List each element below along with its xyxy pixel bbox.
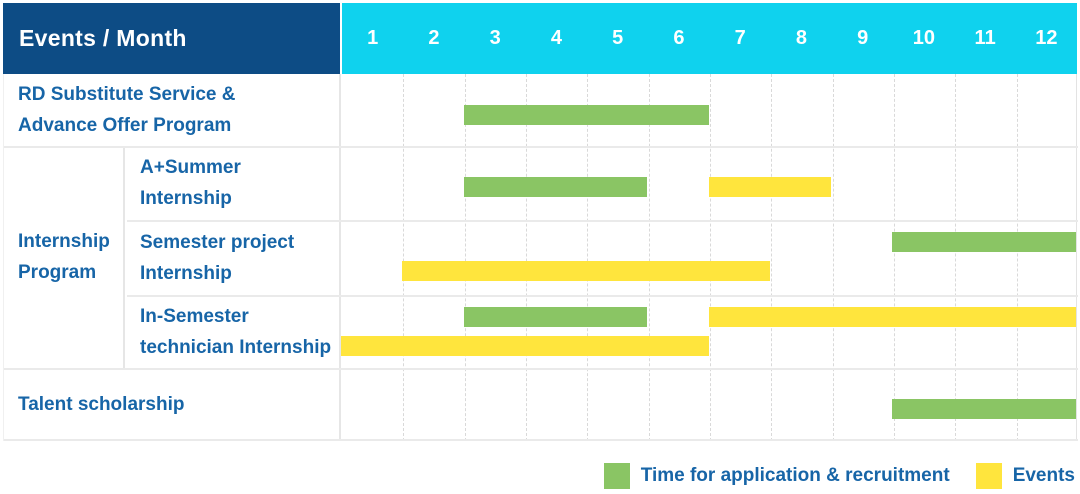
row-label-talent-scholarship: Talent scholarship [4, 368, 341, 441]
legend-label-application: Time for application & recruitment [640, 465, 950, 486]
table-bottom-border [4, 439, 1078, 441]
event-bar [708, 307, 1076, 327]
row-chart-in-semester-technician [341, 295, 1076, 368]
row-label-semester-project: Semester project Internship [127, 220, 341, 295]
row-divider [4, 368, 1078, 370]
yellow-swatch-icon [975, 463, 1002, 489]
month-header-5: 5 [612, 27, 624, 49]
legend-item-application: Time for application & recruitment [603, 463, 950, 489]
month-header-12: 12 [1035, 27, 1058, 49]
legend-label-events: Events [1012, 465, 1075, 486]
event-bar [402, 261, 770, 281]
application-bar [463, 307, 648, 327]
row-divider [127, 220, 1078, 222]
row-chart-a-plus-summer [341, 146, 1076, 220]
table-row: In-Semester technician Internship [4, 295, 1076, 368]
row-divider [127, 295, 1078, 297]
month-header-row: 1 2 3 4 5 6 7 8 9 10 11 12 [342, 3, 1077, 74]
table-row: A+Summer Internship [4, 146, 1076, 220]
table-row: RD Substitute Service & Advance Offer Pr… [4, 74, 1076, 146]
month-header-10: 10 [912, 27, 935, 49]
table-row: Talent scholarship [4, 368, 1076, 441]
table-body: RD Substitute Service & Advance Offer Pr… [3, 74, 1078, 441]
gantt-schedule-table: Events / Month 1 2 3 4 5 6 7 8 9 10 11 1… [3, 3, 1078, 441]
row-divider [4, 146, 1078, 148]
application-bar [463, 105, 709, 125]
legend: Time for application & recruitment Event… [603, 459, 1075, 493]
month-header-6: 6 [673, 27, 685, 49]
row-label-a-plus-summer: A+Summer Internship [127, 146, 341, 220]
month-header-1: 1 [367, 27, 379, 49]
legend-item-events: Events [975, 463, 1075, 489]
month-header-2: 2 [428, 27, 440, 49]
corner-header-label: Events / Month [19, 25, 187, 51]
application-bar [463, 177, 648, 197]
application-bar [892, 399, 1076, 419]
month-header-7: 7 [734, 27, 746, 49]
month-header-4: 4 [550, 27, 562, 49]
month-header-9: 9 [857, 27, 869, 49]
green-swatch-icon [603, 463, 630, 489]
event-bar [341, 336, 709, 356]
application-bar [892, 232, 1076, 252]
row-chart-rd-substitute [341, 74, 1076, 146]
row-chart-semester-project [341, 220, 1076, 295]
row-label-in-semester-technician: In-Semester technician Internship [127, 295, 341, 368]
row-label-rd-substitute: RD Substitute Service & Advance Offer Pr… [4, 74, 341, 146]
month-header-3: 3 [489, 27, 501, 49]
month-header-8: 8 [795, 27, 807, 49]
month-header-11: 11 [974, 27, 996, 49]
group-cell-internship-program: Internship Program [4, 146, 125, 368]
table-row: Semester project Internship [4, 220, 1076, 295]
corner-header-cell: Events / Month [3, 3, 340, 74]
row-chart-talent-scholarship [341, 368, 1076, 441]
event-bar [708, 177, 831, 197]
